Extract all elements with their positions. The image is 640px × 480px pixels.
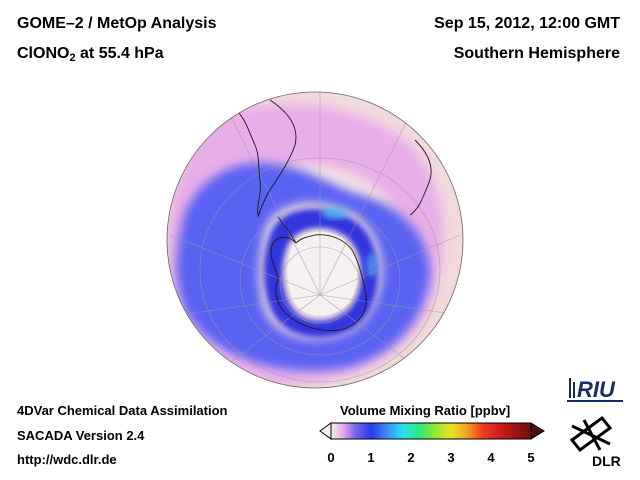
footer-assimilation: 4DVar Chemical Data Assimilation	[17, 403, 228, 418]
peninsula-coast	[277, 216, 297, 244]
antarctica-coast	[270, 234, 367, 332]
pressure-level: at 55.4 hPa	[75, 45, 164, 62]
colorbar-max-arrow	[530, 422, 545, 440]
riu-mark	[567, 378, 623, 402]
dlr-logo-text: DLR	[592, 453, 621, 469]
footer-version: SACADA Version 2.4	[17, 428, 145, 443]
vortex-core	[287, 231, 358, 316]
hemisphere-map	[166, 91, 464, 389]
colorbar-tick-label: 1	[367, 450, 375, 465]
africa-coast	[409, 139, 432, 216]
riu-logo: RIU	[567, 377, 623, 402]
colorbar-min-arrow	[319, 422, 332, 440]
dlr-mark	[569, 415, 613, 453]
footer-url[interactable]: http://wdc.dlr.de	[17, 452, 117, 467]
colorbar-tick-label: 4	[487, 450, 495, 465]
blue-collar	[176, 163, 430, 371]
map-title: GOME–2 / MetOp Analysis	[17, 15, 217, 32]
cyan-patch	[366, 253, 378, 277]
map-subtitle: ClONO2 at 55.4 hPa	[17, 45, 164, 64]
globe-outline	[166, 91, 464, 389]
south-america-coast	[229, 99, 297, 218]
graticule	[169, 92, 461, 386]
colorbar-scale	[330, 422, 532, 440]
species-subscript: 2	[69, 52, 76, 64]
australia-coast	[434, 332, 461, 346]
region-label: Southern Hemisphere	[453, 45, 620, 62]
species-name: ClONO	[17, 45, 70, 62]
colorbar-tick-label: 2	[407, 450, 415, 465]
colorbar-tick-label: 5	[527, 450, 535, 465]
colorbar-tick-label: 0	[327, 450, 335, 465]
datetime-label: Sep 15, 2012, 12:00 GMT	[434, 15, 620, 32]
colorbar-title: Volume Mixing Ratio [ppbv]	[340, 403, 511, 418]
cyan-patch	[321, 207, 349, 219]
colorbar	[319, 422, 545, 440]
colorbar-tick-label: 3	[447, 450, 455, 465]
riu-logo-text: RIU	[577, 377, 616, 402]
dlr-logo: DLR	[569, 415, 621, 469]
